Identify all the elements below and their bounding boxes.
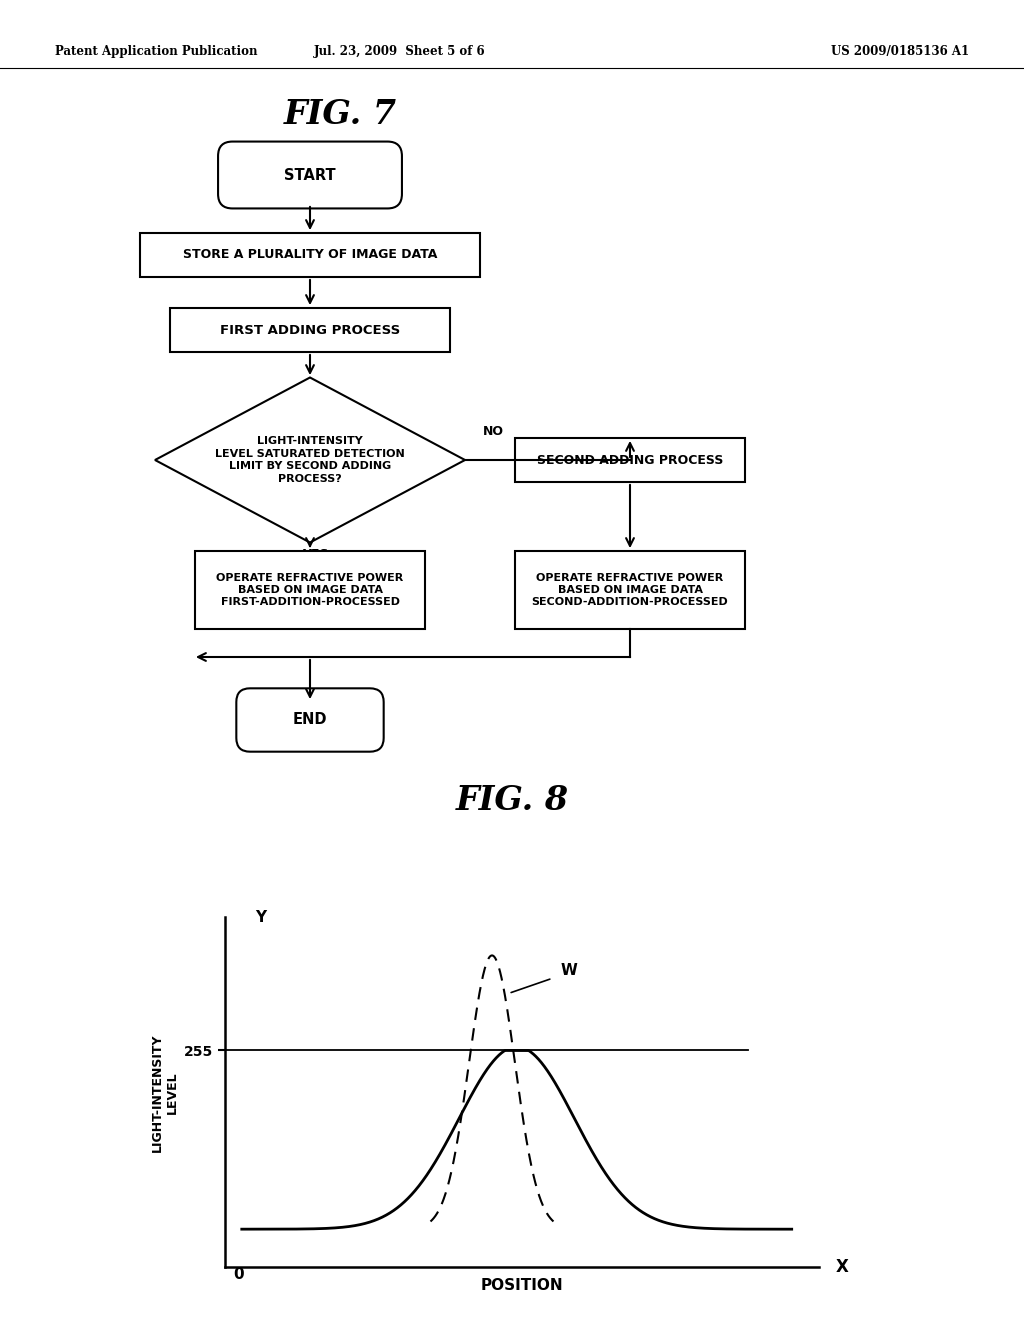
Text: STORE A PLURALITY OF IMAGE DATA: STORE A PLURALITY OF IMAGE DATA bbox=[183, 248, 437, 261]
Bar bbox=[195, 550, 425, 630]
Text: Y: Y bbox=[256, 909, 266, 925]
Text: FIG. 7: FIG. 7 bbox=[284, 99, 396, 132]
Y-axis label: LIGHT-INTENSITY
LEVEL: LIGHT-INTENSITY LEVEL bbox=[151, 1034, 178, 1151]
Text: OPERATE REFRACTIVE POWER
BASED ON IMAGE DATA
FIRST-ADDITION-PROCESSED: OPERATE REFRACTIVE POWER BASED ON IMAGE … bbox=[216, 573, 403, 607]
Text: US 2009/0185136 A1: US 2009/0185136 A1 bbox=[830, 45, 969, 58]
Text: START: START bbox=[285, 168, 336, 182]
Text: Jul. 23, 2009  Sheet 5 of 6: Jul. 23, 2009 Sheet 5 of 6 bbox=[314, 45, 485, 58]
Bar bbox=[515, 438, 745, 482]
Text: NO: NO bbox=[483, 425, 504, 438]
Bar bbox=[170, 308, 450, 352]
Text: LIGHT-INTENSITY
LEVEL SATURATED DETECTION
LIMIT BY SECOND ADDING
PROCESS?: LIGHT-INTENSITY LEVEL SATURATED DETECTIO… bbox=[215, 437, 404, 483]
Text: X: X bbox=[836, 1258, 849, 1276]
FancyBboxPatch shape bbox=[237, 688, 384, 751]
FancyBboxPatch shape bbox=[218, 141, 402, 209]
Text: OPERATE REFRACTIVE POWER
BASED ON IMAGE DATA
SECOND-ADDITION-PROCESSED: OPERATE REFRACTIVE POWER BASED ON IMAGE … bbox=[531, 573, 728, 607]
X-axis label: POSITION: POSITION bbox=[481, 1278, 563, 1294]
Text: END: END bbox=[293, 713, 328, 727]
Text: FIG. 8: FIG. 8 bbox=[456, 784, 568, 817]
Text: Patent Application Publication: Patent Application Publication bbox=[55, 45, 257, 58]
Polygon shape bbox=[155, 378, 465, 543]
Bar bbox=[140, 234, 480, 277]
Text: FIRST ADDING PROCESS: FIRST ADDING PROCESS bbox=[220, 323, 400, 337]
Text: SECOND ADDING PROCESS: SECOND ADDING PROCESS bbox=[537, 454, 723, 466]
Text: 0: 0 bbox=[233, 1267, 245, 1282]
Text: YES: YES bbox=[302, 548, 329, 561]
Bar bbox=[515, 550, 745, 630]
Text: W: W bbox=[561, 964, 578, 978]
